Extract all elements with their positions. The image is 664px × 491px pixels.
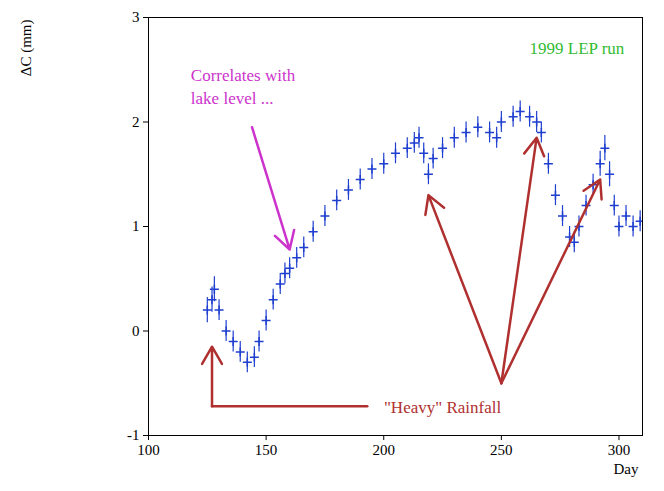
svg-text:Correlates withlake level ...: Correlates withlake level ... (191, 66, 296, 107)
svg-text:200: 200 (372, 442, 395, 458)
svg-text:2: 2 (132, 114, 140, 130)
svg-text:100: 100 (137, 442, 160, 458)
svg-text:300: 300 (608, 442, 631, 458)
svg-text:"Heavy" Rainfall: "Heavy" Rainfall (384, 398, 502, 417)
svg-text:1: 1 (132, 218, 140, 234)
svg-text:3: 3 (132, 9, 140, 25)
svg-text:ΔC (mm): ΔC (mm) (18, 20, 35, 77)
svg-text:150: 150 (255, 442, 278, 458)
svg-text:250: 250 (490, 442, 513, 458)
svg-text:-1: -1 (127, 427, 140, 443)
svg-text:1999 LEP run: 1999 LEP run (530, 39, 625, 58)
svg-text:Day: Day (614, 461, 639, 477)
svg-text:0: 0 (132, 323, 140, 339)
